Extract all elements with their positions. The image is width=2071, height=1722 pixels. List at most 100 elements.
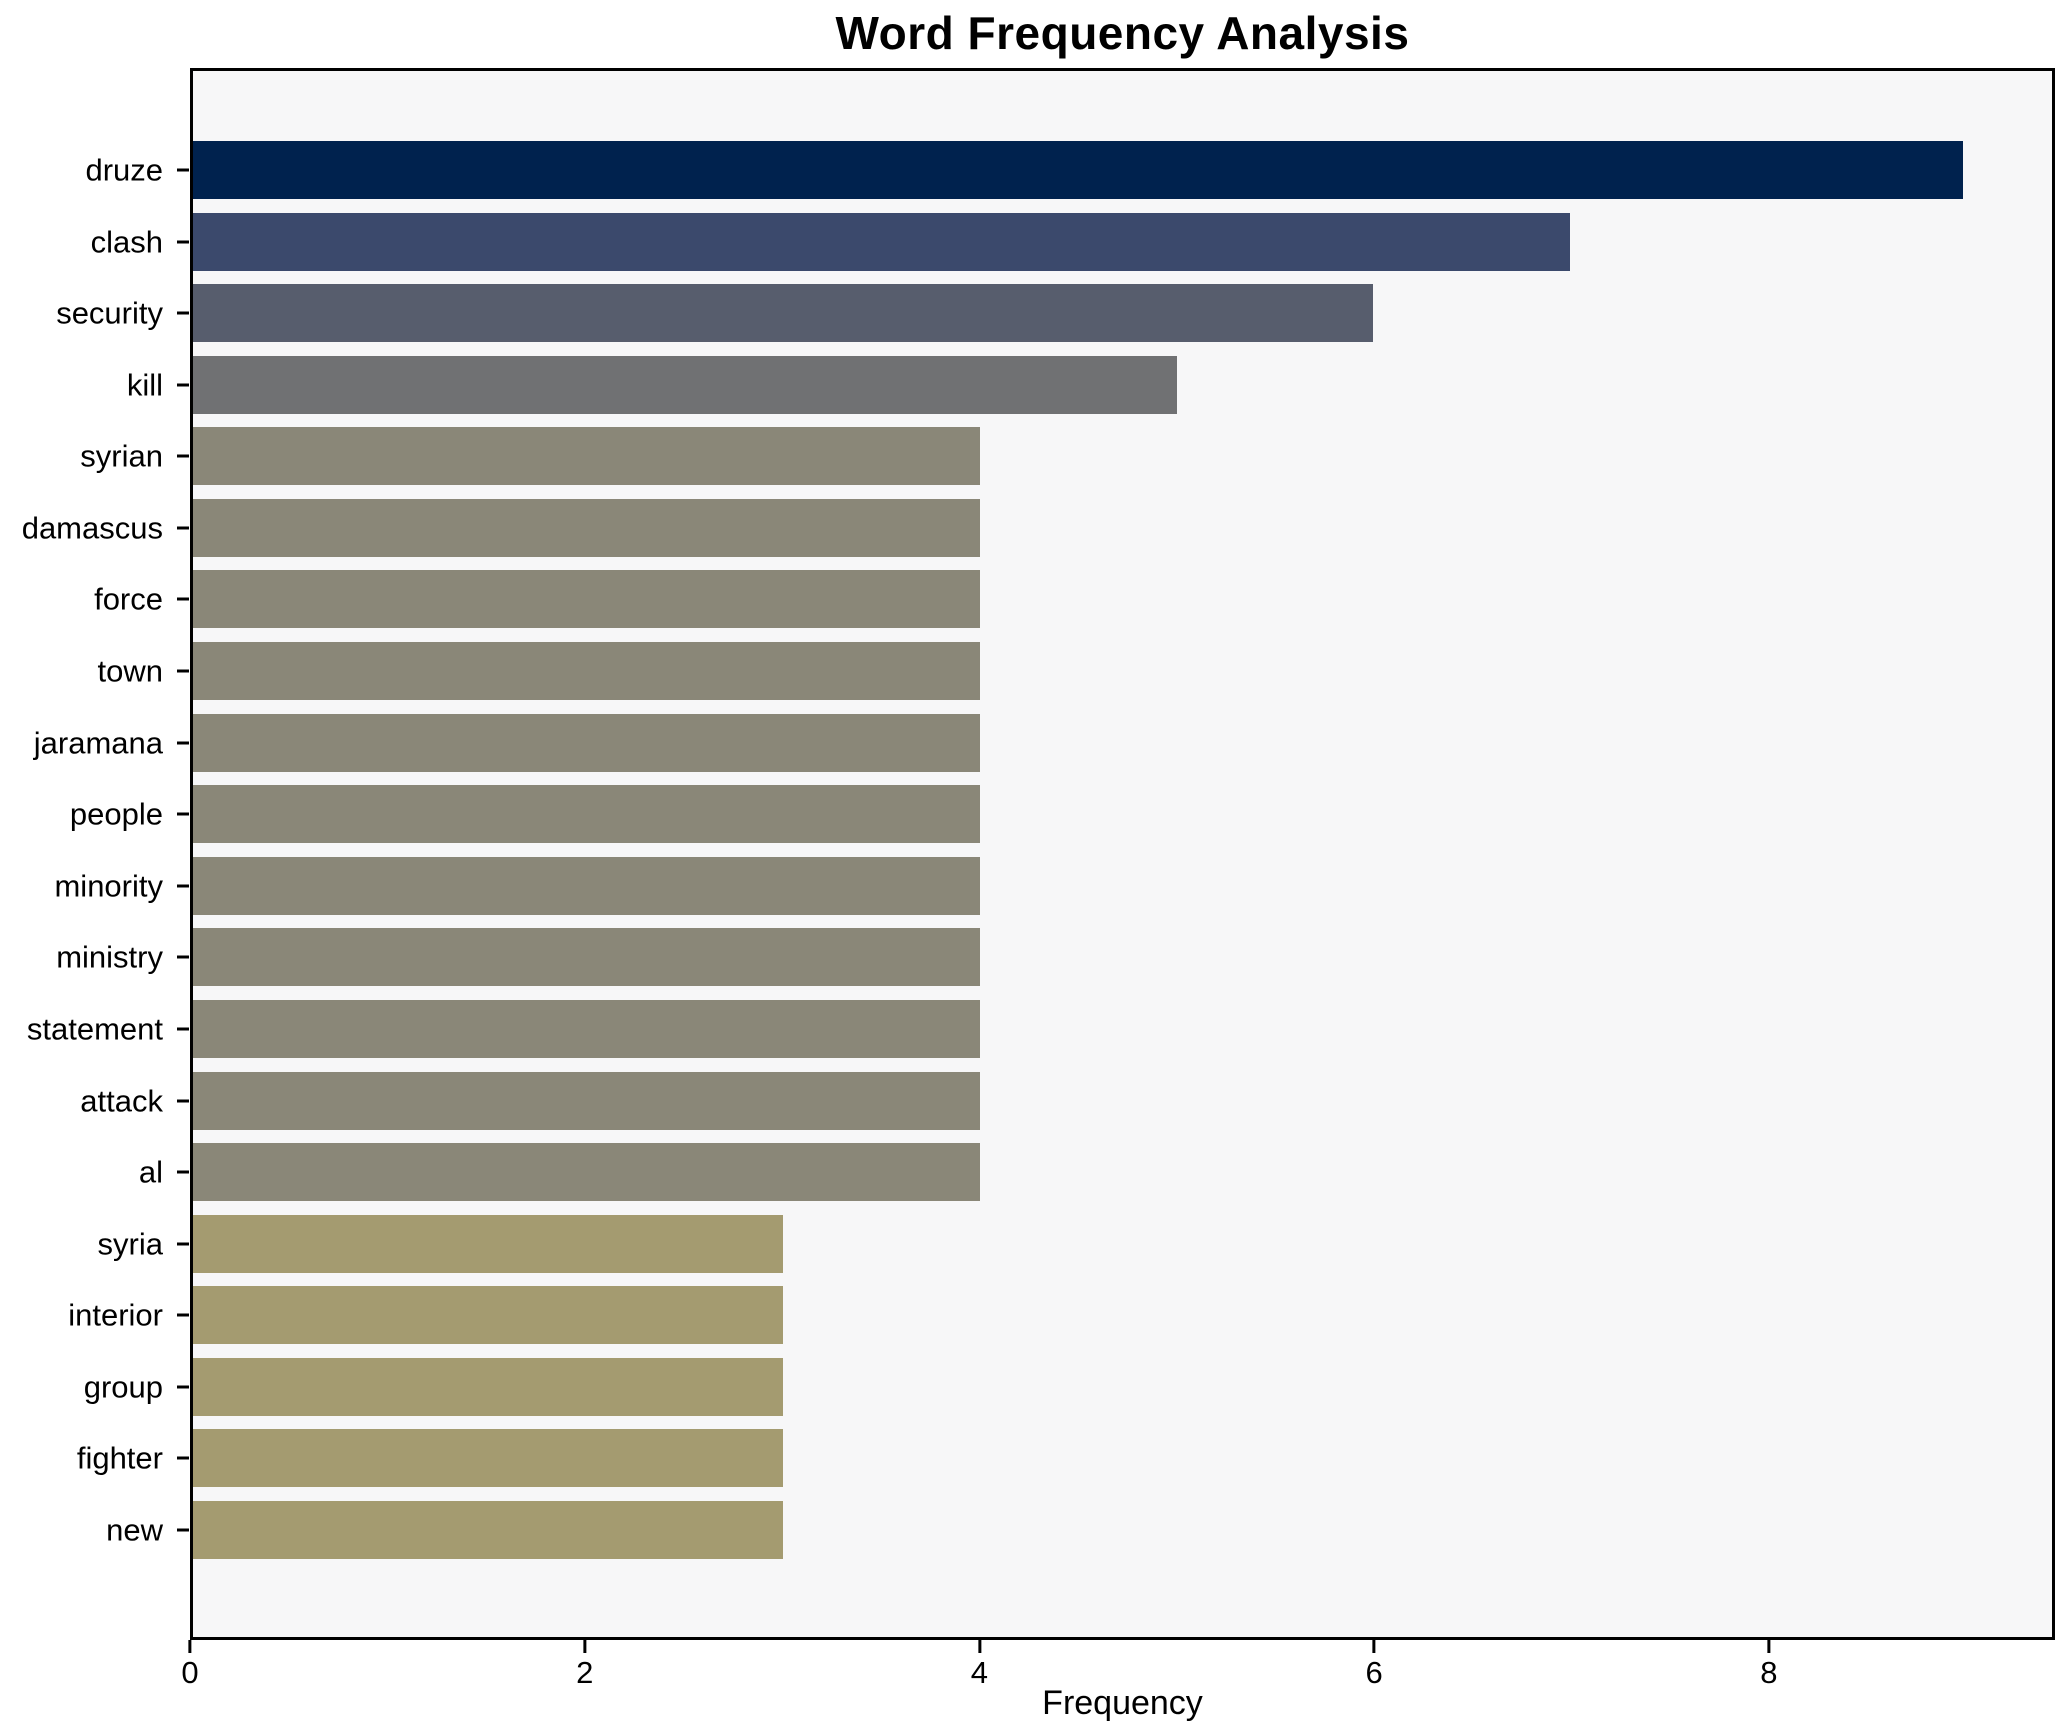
bar-row: clash [91,212,2052,271]
y-tick-mark [177,526,189,530]
bar [193,212,1571,271]
y-tick-mark [177,240,189,244]
bar-row: security [56,284,2052,343]
y-tick-mark [177,597,189,601]
y-tick-label: fighter [76,1440,163,1476]
x-tick: 6 [1366,1640,1383,1688]
bar [193,498,980,557]
x-tick: 2 [576,1640,593,1688]
bars-container: druze clash security kill syrian damascus forc… [22,71,2052,1637]
y-tick-label: new [106,1512,163,1548]
y-tick-label: force [94,581,163,617]
y-tick-label: interior [68,1297,163,1333]
bar [193,1357,784,1416]
bar [193,141,1964,199]
x-tick-label: 4 [970,1655,989,1690]
y-tick-label: al [138,1154,163,1190]
x-tick-mark [583,1640,587,1653]
y-tick-mark [177,1528,189,1532]
y-tick-mark [177,1313,189,1317]
x-tick-mark [188,1640,192,1653]
bar-row: syrian [80,427,2052,486]
bar-row: minority [54,856,2052,915]
y-tick-label: damascus [21,510,163,546]
y-tick-label: syria [97,1226,163,1262]
y-tick-mark [177,812,189,816]
bar-row: new [106,1500,2052,1559]
y-tick-mark [177,383,189,387]
bar-row: group [84,1357,2052,1416]
y-tick-label: clash [90,224,163,260]
bar [193,785,980,844]
y-tick-label: ministry [56,939,163,975]
x-tick-label: 8 [1760,1655,1778,1690]
bar [193,1214,784,1273]
bar-row: damascus [22,498,2052,557]
bar [193,1500,784,1559]
y-tick-label: minority [54,868,163,904]
x-tick: 4 [971,1640,988,1688]
y-tick-mark [177,1456,189,1460]
y-tick-label: attack [80,1083,163,1119]
bar-row: ministry [56,928,2052,987]
x-axis: 0 2 4 6 8 [181,1640,2055,1700]
y-tick-label: druze [85,152,163,188]
y-tick-mark [177,741,189,745]
bar-row: people [70,785,2052,844]
bar-row: syria [98,1214,2052,1273]
y-tick-mark [177,1027,189,1031]
x-tick-mark [1372,1640,1376,1653]
y-tick-mark [177,454,189,458]
y-tick-label: town [97,653,163,689]
y-tick-mark [177,311,189,315]
y-tick-label: security [56,295,163,331]
x-tick: 8 [1760,1640,1777,1688]
y-tick-mark [177,168,189,172]
bar [193,1429,784,1488]
bar [193,713,980,772]
y-tick-label: jaramana [33,725,163,761]
bar [193,856,980,915]
x-tick-mark [977,1640,981,1653]
bar-row: jaramana [34,713,2052,772]
bar [193,1143,980,1202]
bar [193,570,980,629]
bar [193,1286,784,1345]
plot-area: druze clash security kill syrian damascus forc… [22,68,2055,1640]
bar [193,999,980,1058]
x-tick-label: 2 [576,1655,594,1690]
y-tick-mark [177,1170,189,1174]
bar-row: force [94,570,2052,629]
y-tick-label: kill [126,367,163,403]
y-tick-mark [177,669,189,673]
bar-row: interior [68,1286,2052,1345]
bar-row: kill [127,355,2052,414]
bar [193,427,980,486]
bar-row: attack [80,1071,2052,1130]
y-tick-label: group [83,1369,163,1405]
y-tick-mark [177,1242,189,1246]
y-tick-mark [177,1099,189,1103]
y-tick-label: people [69,796,163,832]
y-tick-label: statement [26,1011,163,1047]
x-tick: 0 [181,1640,199,1690]
bar-row: al [139,1143,2052,1202]
y-tick-mark [177,1385,189,1389]
bar [193,928,980,987]
x-tick-label: 6 [1365,1655,1383,1690]
chart-title: Word Frequency Analysis [835,7,1410,59]
bar [193,642,980,701]
y-tick-label: syrian [80,438,163,474]
bar-row: town [98,642,2052,701]
bar [193,1071,980,1130]
bar-row: statement [27,999,2052,1058]
x-axis-label: Frequency [1042,1684,1203,1722]
bar [193,284,1374,343]
y-tick-mark [177,955,189,959]
bar [193,355,1177,414]
x-tick-label: 0 [181,1655,199,1690]
y-tick-mark [177,884,189,888]
bar-row: fighter [77,1429,2052,1488]
x-tick-mark [1767,1640,1771,1653]
